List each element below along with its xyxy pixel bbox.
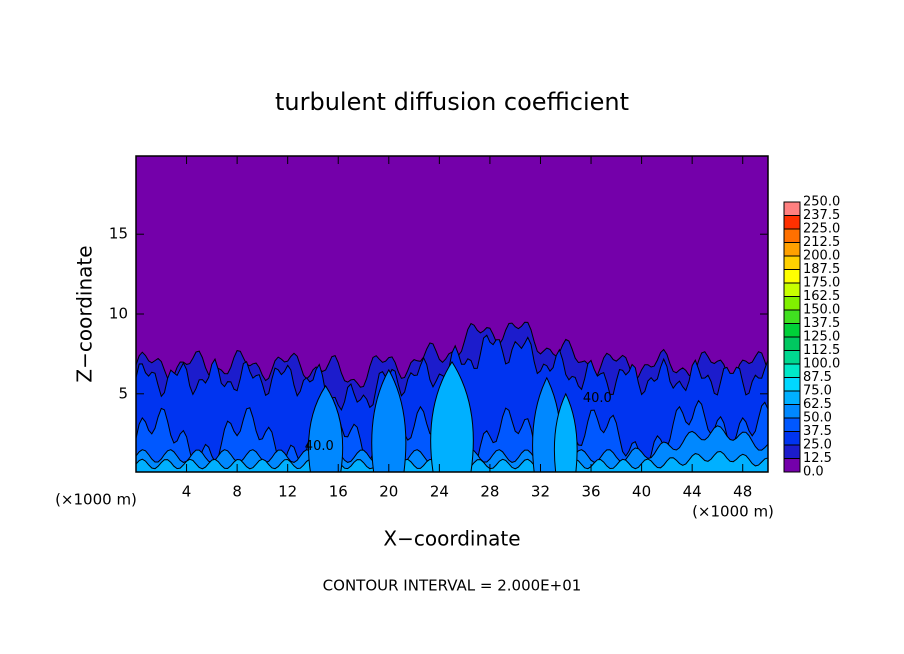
colorbar-box <box>783 458 801 473</box>
contour-fill <box>553 392 578 472</box>
colorbar-label: 37.5 <box>803 424 832 439</box>
colorbar-box <box>783 350 801 365</box>
colorbar-label: 187.5 <box>803 262 840 277</box>
y-tick-label: 5 <box>118 384 128 402</box>
colorbar-label: 212.5 <box>803 235 840 250</box>
colorbar-label: 162.5 <box>803 289 840 304</box>
x-tick-label: 16 <box>329 483 348 501</box>
contour-label: 40.0 <box>305 439 334 454</box>
x-tick-label: 40 <box>632 483 651 501</box>
colorbar-label: 62.5 <box>803 397 832 412</box>
x-unit-label: (×1000 m) <box>55 491 137 509</box>
colorbar-box <box>783 404 801 419</box>
colorbar-box <box>783 377 801 392</box>
x-tick-label: 32 <box>531 483 550 501</box>
colorbar-label: 87.5 <box>803 370 832 385</box>
colorbar-label: 125.0 <box>803 330 840 345</box>
colorbar-label: 50.0 <box>803 411 832 426</box>
contour-label: 40.0 <box>583 391 612 406</box>
colorbar-box <box>783 363 801 378</box>
contour-fill <box>430 360 474 472</box>
x-unit-label: (×1000 m) <box>692 503 774 521</box>
x-axis-label: X−coordinate <box>383 527 520 551</box>
x-tick-label: 4 <box>182 483 192 501</box>
colorbar-box <box>783 228 801 243</box>
contour-fill <box>371 368 407 472</box>
colorbar-label: 25.0 <box>803 438 832 453</box>
footnote: CONTOUR INTERVAL = 2.000E+01 <box>323 577 582 595</box>
x-tick-label: 20 <box>379 483 398 501</box>
x-tick-label: 44 <box>683 483 702 501</box>
contour-fill <box>308 384 344 472</box>
x-tick-label: 8 <box>232 483 242 501</box>
chart-title: turbulent diffusion coefficient <box>275 88 629 116</box>
colorbar-label: 100.0 <box>803 357 840 372</box>
x-tick-label: 36 <box>581 483 600 501</box>
x-tick-label: 12 <box>278 483 297 501</box>
colorbar-box <box>783 255 801 270</box>
colorbar-box <box>783 309 801 324</box>
colorbar-label: 0.0 <box>803 465 824 480</box>
colorbar-label: 75.0 <box>803 384 832 399</box>
y-tick-label: 10 <box>109 305 128 323</box>
colorbar-box <box>783 242 801 257</box>
colorbar-label: 137.5 <box>803 316 840 331</box>
y-tick-label: 15 <box>109 225 128 243</box>
colorbar-box <box>783 269 801 284</box>
x-tick-label: 48 <box>733 483 752 501</box>
colorbar-label: 112.5 <box>803 343 840 358</box>
colorbar-box <box>783 390 801 405</box>
colorbar-label: 150.0 <box>803 303 840 318</box>
colorbar-box <box>783 417 801 432</box>
x-tick-label: 28 <box>480 483 499 501</box>
colorbar-label: 225.0 <box>803 222 840 237</box>
colorbar-label: 175.0 <box>803 276 840 291</box>
colorbar-box <box>783 431 801 446</box>
colorbar-box <box>783 201 801 216</box>
colorbar-box <box>783 444 801 459</box>
colorbar-label: 12.5 <box>803 451 832 466</box>
colorbar-box <box>783 323 801 338</box>
colorbar-label: 250.0 <box>803 195 840 210</box>
colorbar-label: 237.5 <box>803 208 840 223</box>
colorbar-box <box>783 296 801 311</box>
colorbar-box <box>783 282 801 297</box>
colorbar-box <box>783 336 801 351</box>
colorbar-box <box>783 215 801 230</box>
y-axis-label: Z−coordinate <box>73 245 97 382</box>
colorbar-label: 200.0 <box>803 249 840 264</box>
field: 40.0 40.0 <box>136 156 768 472</box>
x-tick-label: 24 <box>430 483 449 501</box>
